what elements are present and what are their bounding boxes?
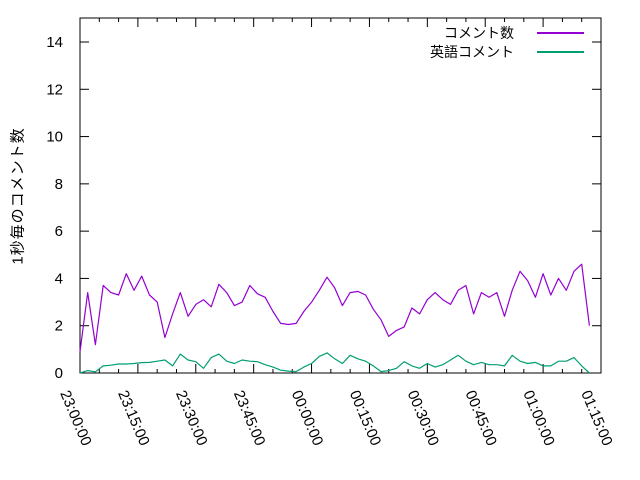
x-tick-label: 01:15:00 <box>577 388 615 448</box>
legend-entry-comments: コメント数 <box>430 23 584 42</box>
legend-label-comments: コメント数 <box>444 24 514 41</box>
y-tick-label: 2 <box>55 318 63 335</box>
comments-per-sec-line <box>79 263 590 352</box>
legend-line-sample-comments <box>537 31 584 34</box>
legend: コメント数 英語コメント <box>430 23 584 61</box>
legend-line-sample-english <box>537 50 584 53</box>
english-comments-line <box>79 352 590 374</box>
x-tick-label: 23:15:00 <box>114 388 152 448</box>
y-tick-label: 4 <box>55 270 63 287</box>
x-tick-label: 00:15:00 <box>346 388 384 448</box>
y-axis-title: 1秒毎のコメント数 <box>9 127 27 265</box>
x-tick-label: 23:00:00 <box>56 388 94 448</box>
legend-entry-english: 英語コメント <box>430 42 584 61</box>
x-tick-label: 01:00:00 <box>519 388 557 448</box>
y-tick-label: 0 <box>55 365 63 382</box>
y-tick-label: 10 <box>46 129 63 146</box>
x-tick-label: 23:30:00 <box>172 388 210 448</box>
x-tick-label: 00:00:00 <box>288 388 326 448</box>
y-tick-label: 12 <box>46 81 63 98</box>
x-tick-label: 00:45:00 <box>462 388 500 448</box>
y-tick-label: 6 <box>55 223 63 240</box>
x-tick-label: 00:30:00 <box>404 388 442 448</box>
legend-label-english: 英語コメント <box>430 43 514 60</box>
y-tick-label: 8 <box>55 176 63 193</box>
x-tick-label: 23:45:00 <box>230 388 268 448</box>
plot-border <box>79 17 602 374</box>
y-tick-label: 14 <box>46 34 63 51</box>
